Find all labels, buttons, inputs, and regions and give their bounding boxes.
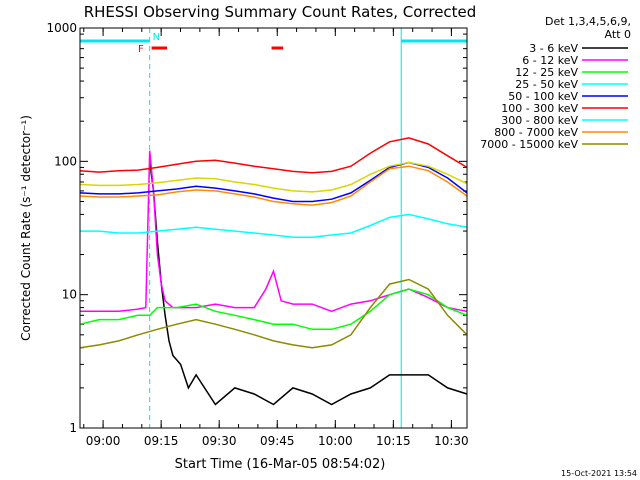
legend-entry-label: 3 - 6 keV bbox=[529, 42, 578, 55]
flag-label-f: F bbox=[138, 44, 144, 55]
x-axis-label: Start Time (16-Mar-05 08:54:02) bbox=[175, 457, 386, 472]
y-tick-label: 100 bbox=[54, 154, 77, 168]
legend-entry-label: 300 - 800 keV bbox=[501, 114, 578, 127]
legend-entry-label: 7000 - 15000 keV bbox=[480, 138, 578, 151]
x-tick-label: 09:00 bbox=[86, 434, 121, 448]
y-axis-label: Corrected Count Rate (s⁻¹ detector⁻¹) bbox=[19, 115, 33, 341]
x-tick-label: 09:15 bbox=[144, 434, 179, 448]
series-line-3 bbox=[79, 288, 468, 331]
y-tick-label: 10 bbox=[62, 288, 77, 302]
legend-header-line-1: Det 1,3,4,5,6,9, bbox=[545, 15, 631, 28]
legend-header-line-2: Att 0 bbox=[605, 28, 631, 41]
plot-frame bbox=[79, 27, 468, 429]
series-line-4 bbox=[80, 213, 468, 238]
series-line-8 bbox=[79, 165, 468, 206]
legend-entry-label: 6 - 12 keV bbox=[522, 54, 578, 67]
legend-entry-label: 800 - 7000 keV bbox=[494, 126, 578, 139]
y-tick-label: 1 bbox=[69, 421, 77, 435]
timestamp-label: 15-Oct-2021 13:54 bbox=[561, 469, 637, 478]
y-tick-label: 1000 bbox=[46, 21, 77, 35]
x-tick-label: 09:45 bbox=[260, 434, 295, 448]
x-tick-label: 10:15 bbox=[376, 434, 411, 448]
series-line-10 bbox=[79, 161, 468, 193]
chart-title: RHESSI Observing Summary Count Rates, Co… bbox=[84, 3, 477, 21]
series-line-2 bbox=[80, 150, 468, 313]
legend-entry-label: 50 - 100 keV bbox=[508, 90, 578, 103]
x-tick-label: 10:00 bbox=[318, 434, 353, 448]
flag-label-n: N bbox=[153, 32, 160, 43]
legend-entry-label: 12 - 25 keV bbox=[515, 66, 578, 79]
series-line-9 bbox=[79, 278, 468, 349]
x-tick-label: 09:30 bbox=[202, 434, 237, 448]
x-tick-label: 10:30 bbox=[434, 434, 469, 448]
series-line-1 bbox=[148, 161, 468, 406]
series-line-6 bbox=[79, 137, 468, 174]
legend-entry-label: 100 - 300 keV bbox=[501, 102, 578, 115]
legend-entry-label: 25 - 50 keV bbox=[515, 78, 578, 91]
